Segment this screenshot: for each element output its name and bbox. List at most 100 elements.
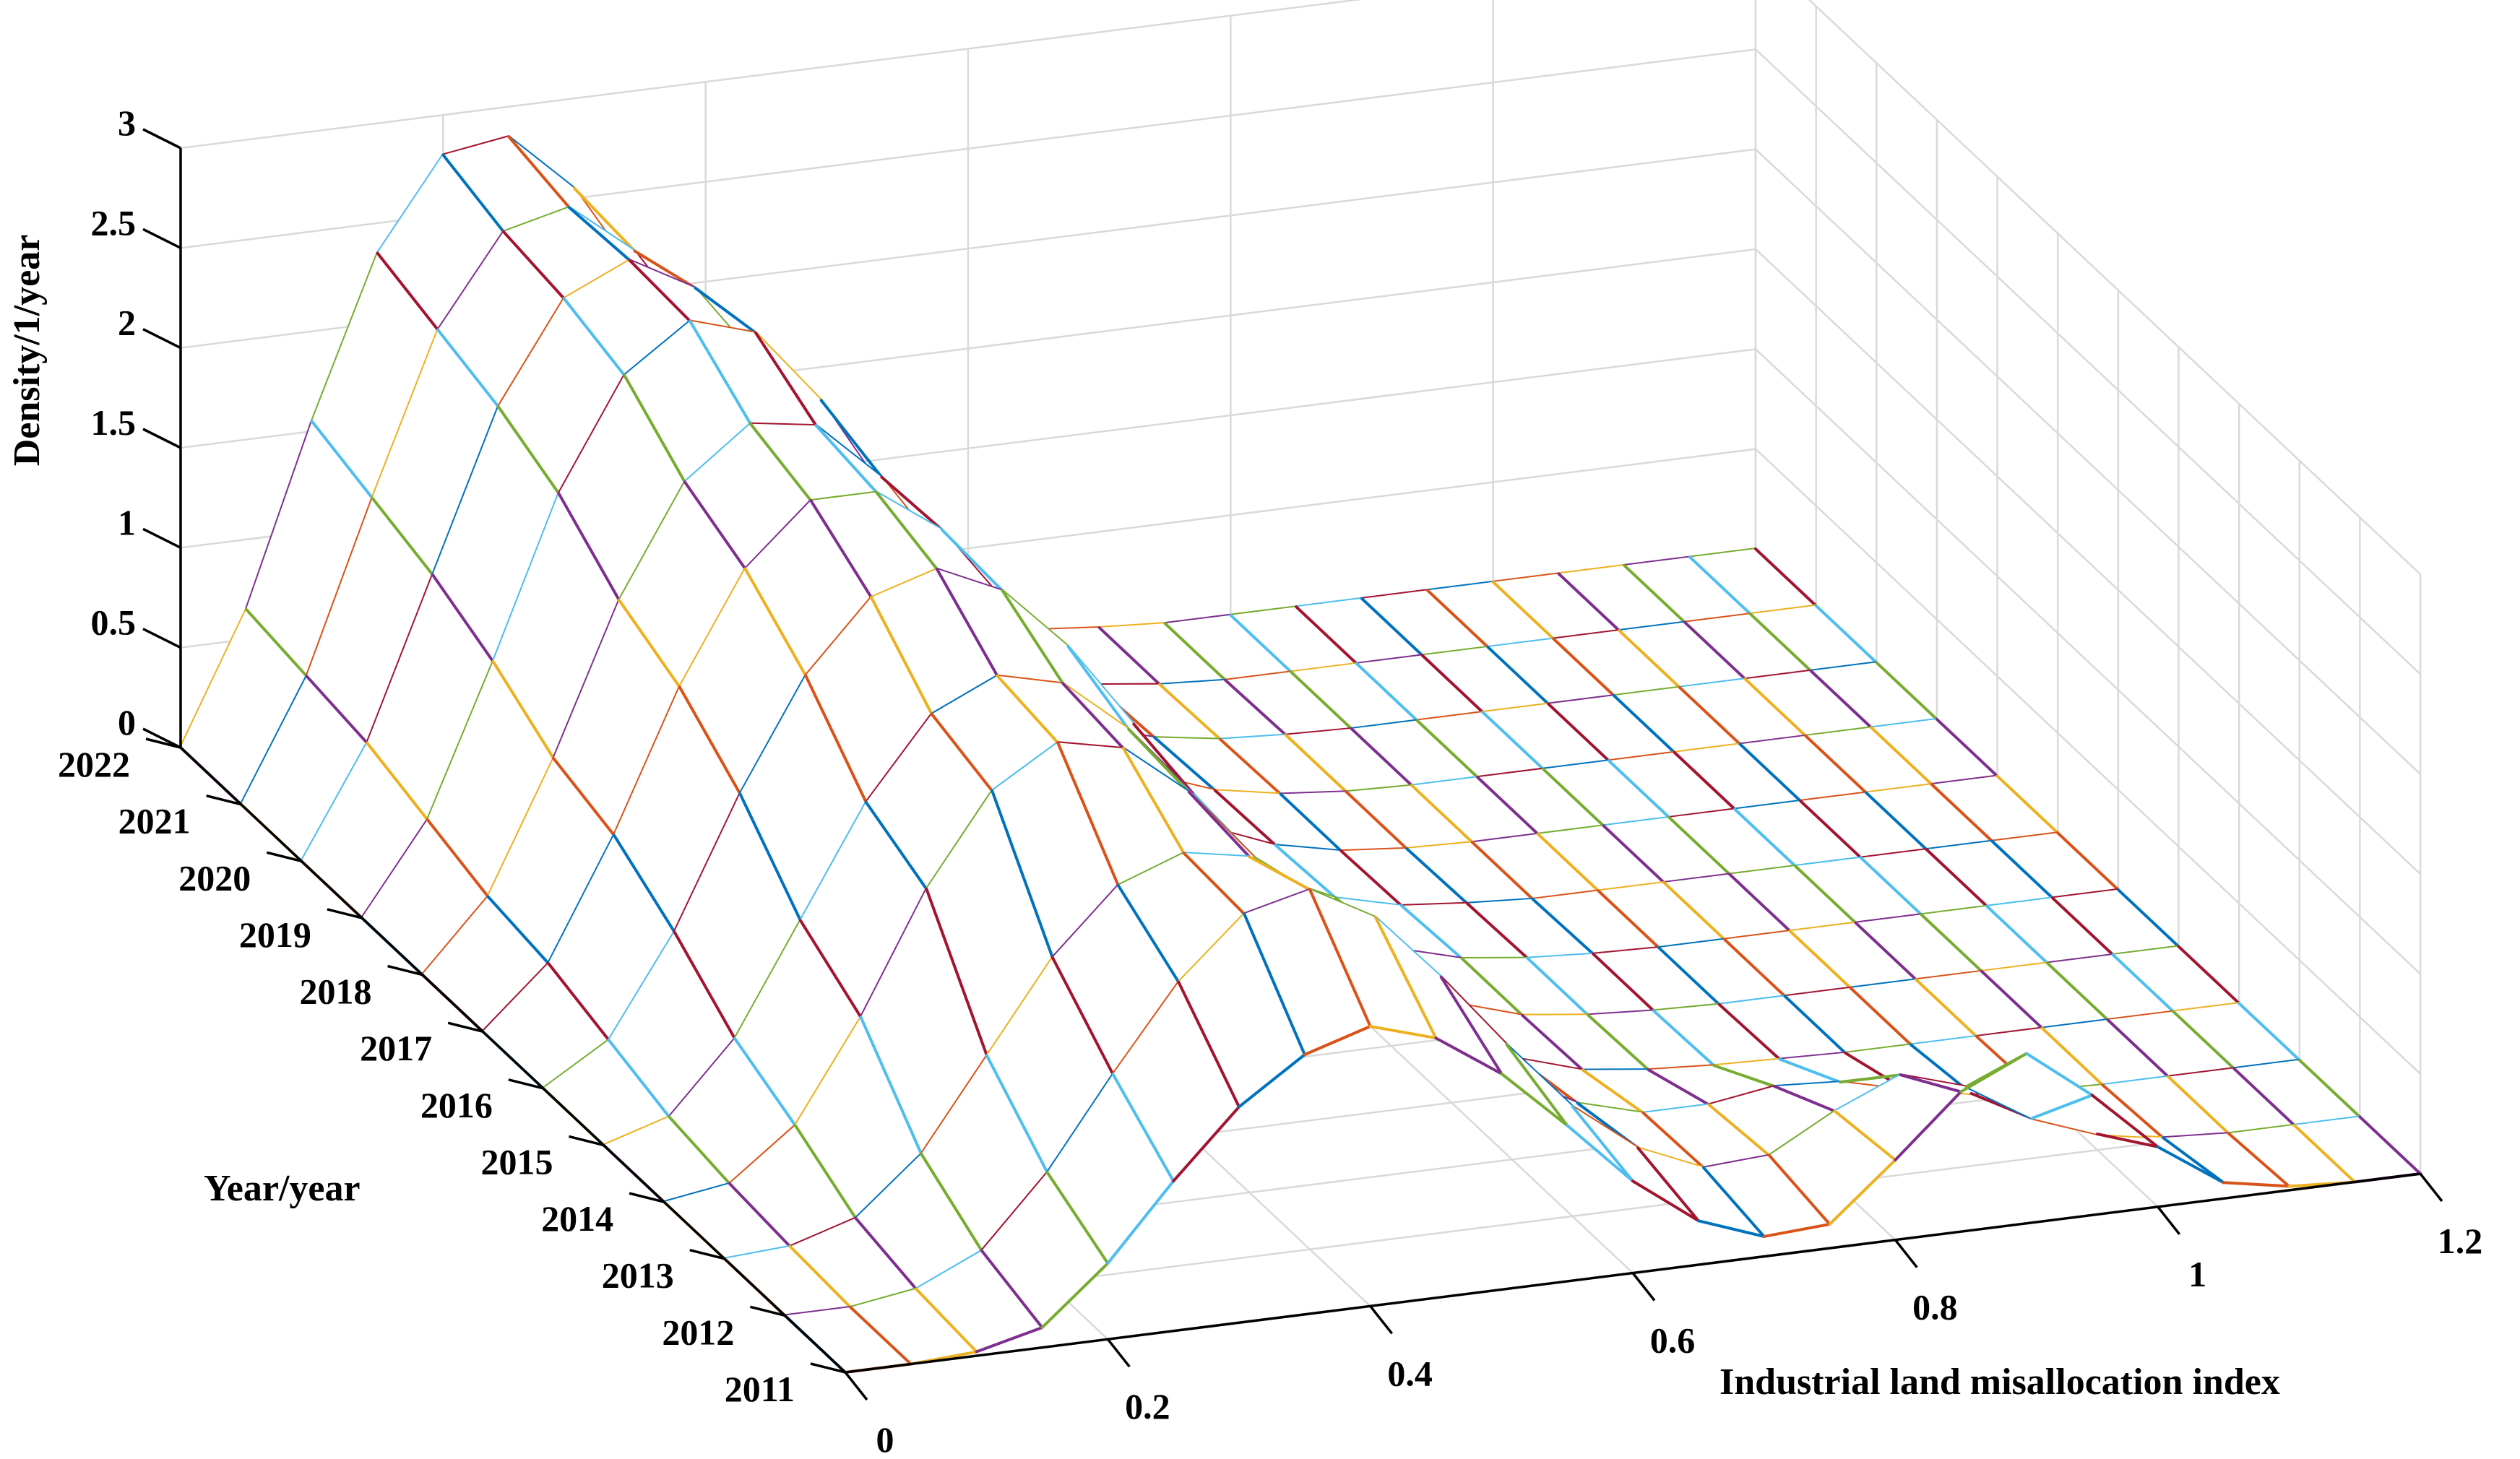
surface-depth-line (1339, 849, 1403, 907)
surface-profile-2011 (975, 1325, 1044, 1354)
surface-profile-2012 (1702, 1153, 1771, 1169)
surface-depth-line (1754, 547, 1818, 607)
y-tick-label: 2020 (178, 857, 251, 898)
surface-profile-2011 (1631, 1179, 1700, 1223)
surface-depth-line (2238, 1002, 2301, 1062)
surface-depth-line (668, 1115, 731, 1185)
surface-depth-line (925, 887, 989, 1057)
surface-depth-line (2056, 831, 2120, 891)
surface-depth-line (1809, 669, 1873, 730)
surface-profile-2021 (1158, 678, 1227, 686)
surface-depth-line (1799, 799, 1863, 860)
surface-depth-line (2172, 1010, 2235, 1070)
surface-depth-line (1476, 776, 1540, 836)
surface-profile-2015 (798, 800, 868, 922)
surface-depth-line (1066, 645, 1131, 731)
surface-depth-line (552, 756, 616, 837)
y-axis-label: Year/year (204, 1168, 361, 1209)
surface-depth-line (618, 599, 681, 689)
x-axis-tick (2157, 1205, 2181, 1235)
surface-depth-line (1838, 1073, 1902, 1084)
surface-profile-2011 (1238, 1053, 1306, 1109)
z-tick-label: 1.5 (91, 402, 137, 443)
surface-depth-line (788, 1244, 853, 1309)
y-tick-label: 2022 (58, 744, 130, 784)
surface-profile-2012 (2161, 1132, 2230, 1140)
y-axis-tick (508, 1078, 544, 1090)
surface-depth-line (1864, 791, 1928, 852)
surface-profile-2017 (1859, 848, 1928, 860)
y-axis-tick (749, 1305, 785, 1317)
surface-ribbon-2013 (664, 743, 2300, 1259)
surface-depth-line (915, 1287, 978, 1354)
x-axis-tick (2419, 1172, 2443, 1203)
surface-depth-line (1061, 682, 1125, 750)
surface-depth-line (1980, 969, 2044, 1030)
surface-depth-line (1935, 717, 1999, 778)
surface-profile-2014 (991, 741, 1060, 792)
side-wall-gridline (1755, 148, 2421, 775)
surface-profile-2016 (607, 930, 676, 1042)
x-tick-label: 0.4 (1387, 1353, 1433, 1393)
surface-depth-line (1733, 808, 1797, 868)
surface-depth-line (1767, 1153, 1831, 1226)
surface-depth-line (1657, 946, 1721, 1006)
y-tick-label: 2011 (725, 1369, 795, 1409)
surface-profile-2011 (2025, 1052, 2094, 1097)
surface-depth-line (1859, 856, 1923, 917)
surface-depth-line (1531, 897, 1595, 956)
y-tick-label: 2018 (300, 971, 372, 1012)
surface-depth-line (880, 475, 944, 532)
surface-depth-line (2111, 953, 2175, 1013)
surface-depth-line (612, 834, 676, 934)
surface-depth-line (1521, 1013, 1584, 1072)
z-tick-label: 3 (118, 103, 136, 143)
surface-profile-2022 (1229, 605, 1298, 617)
surface-depth-line (557, 492, 621, 602)
surface-depth-line (1470, 841, 1535, 901)
surface-depth-line (1788, 930, 1852, 990)
surface-depth-line (2096, 1133, 2159, 1148)
surface-ribbon-2016 (483, 492, 2118, 1088)
x-axis-tick (1894, 1239, 1918, 1268)
surface-ribbon-2021 (181, 137, 1816, 805)
surface-depth-line (1289, 670, 1353, 730)
surface-depth-line (426, 818, 490, 899)
surface-profile-2022 (1360, 589, 1429, 600)
surface-depth-line (1295, 605, 1358, 665)
surface-depth-line (1552, 637, 1615, 698)
z-axis-label: Density/1/year (7, 235, 48, 467)
z-axis-tick (142, 727, 181, 749)
surface-depth-line (1415, 719, 1480, 779)
surface-depth-line (1405, 847, 1469, 905)
surface-depth-line (1607, 759, 1671, 819)
surface-depth-line (567, 206, 631, 262)
surface-profile-2011 (1500, 1072, 1569, 1127)
surface-depth-line (1875, 661, 1938, 721)
surface-depth-line (1056, 741, 1120, 887)
surface-depth-line (869, 596, 933, 716)
surface-depth-line (1702, 1166, 1766, 1238)
surface-depth-line (1350, 727, 1414, 787)
surface-depth-line (1743, 677, 1808, 737)
surface-depth-line (1187, 790, 1251, 859)
surface-profile-2011 (2090, 1094, 2159, 1148)
surface-profile-2013 (1116, 852, 1186, 887)
surface-depth-line (2040, 1026, 2105, 1087)
y-tick-label: 2019 (239, 914, 311, 955)
surface-depth-line (507, 135, 571, 209)
surface-depth-line (1127, 727, 1191, 794)
surface-depth-line (1526, 956, 1589, 1017)
z-axis-tick (142, 128, 181, 150)
surface-profile-2015 (864, 712, 933, 804)
surface-depth-line (1279, 792, 1343, 853)
surface-profile-2013 (1050, 883, 1120, 959)
surface-depth-line (1717, 1003, 1782, 1061)
surface-depth-line (694, 286, 757, 334)
y-axis-tick (327, 908, 363, 919)
x-axis-tick (844, 1371, 868, 1401)
surface-depth-line (2045, 961, 2110, 1022)
surface-depth-line (804, 674, 868, 804)
